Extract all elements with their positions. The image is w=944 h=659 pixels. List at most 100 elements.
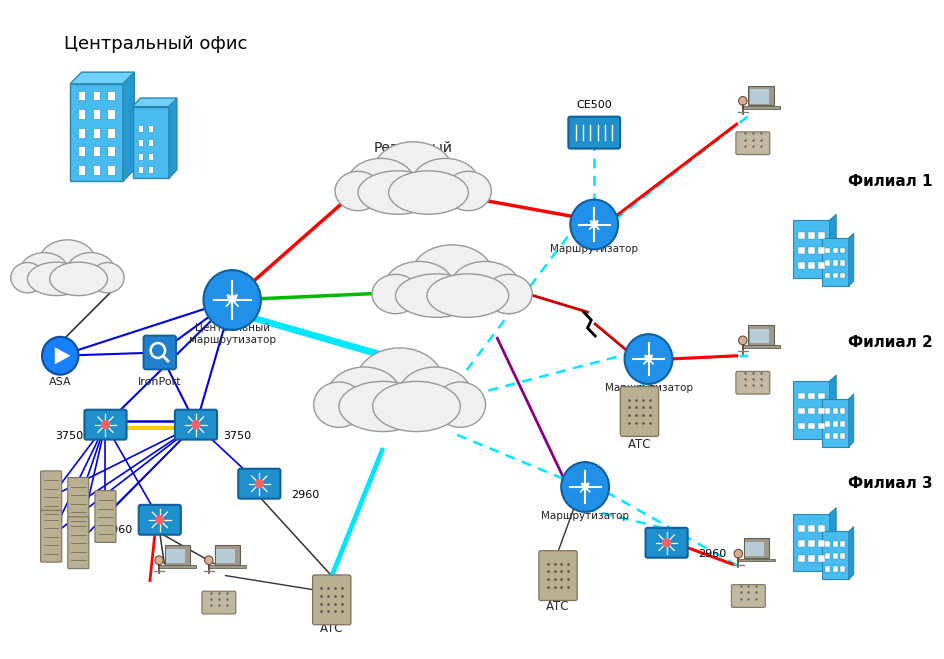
Ellipse shape (484, 274, 531, 314)
FancyBboxPatch shape (749, 329, 767, 343)
FancyBboxPatch shape (41, 510, 61, 562)
Ellipse shape (321, 389, 477, 428)
FancyBboxPatch shape (93, 109, 100, 119)
FancyBboxPatch shape (731, 585, 765, 608)
FancyBboxPatch shape (797, 393, 803, 399)
Text: DMZ: DMZ (53, 264, 82, 277)
Text: Маршрутизатор: Маршрутизатор (541, 511, 629, 521)
Ellipse shape (342, 178, 483, 212)
FancyBboxPatch shape (792, 381, 829, 439)
FancyBboxPatch shape (138, 166, 143, 173)
FancyBboxPatch shape (824, 421, 830, 426)
Circle shape (42, 337, 78, 375)
FancyBboxPatch shape (108, 146, 115, 156)
Circle shape (624, 334, 672, 384)
FancyBboxPatch shape (821, 399, 848, 447)
FancyBboxPatch shape (824, 566, 830, 571)
Circle shape (738, 336, 747, 345)
FancyBboxPatch shape (70, 84, 123, 181)
FancyBboxPatch shape (839, 273, 844, 278)
FancyBboxPatch shape (824, 554, 830, 559)
FancyBboxPatch shape (148, 139, 153, 146)
Text: 3750: 3750 (223, 431, 251, 441)
FancyBboxPatch shape (797, 262, 803, 269)
FancyBboxPatch shape (741, 345, 779, 348)
Ellipse shape (347, 158, 414, 208)
FancyBboxPatch shape (832, 248, 837, 254)
FancyBboxPatch shape (93, 91, 100, 100)
FancyBboxPatch shape (158, 565, 195, 568)
FancyBboxPatch shape (832, 554, 837, 559)
Text: 2960: 2960 (104, 525, 132, 535)
FancyBboxPatch shape (166, 549, 185, 563)
Circle shape (156, 516, 163, 524)
Ellipse shape (450, 262, 519, 311)
FancyBboxPatch shape (138, 152, 143, 159)
FancyBboxPatch shape (824, 260, 830, 266)
Ellipse shape (411, 245, 493, 305)
FancyBboxPatch shape (797, 540, 803, 547)
Ellipse shape (397, 367, 472, 424)
Polygon shape (848, 527, 852, 579)
FancyBboxPatch shape (748, 325, 773, 345)
FancyBboxPatch shape (645, 528, 687, 558)
Circle shape (561, 462, 609, 512)
FancyBboxPatch shape (839, 248, 844, 254)
FancyBboxPatch shape (824, 409, 830, 414)
FancyBboxPatch shape (208, 565, 245, 568)
Circle shape (569, 200, 617, 249)
Ellipse shape (313, 382, 363, 428)
FancyBboxPatch shape (839, 409, 844, 414)
FancyBboxPatch shape (807, 262, 814, 269)
Polygon shape (169, 98, 177, 179)
FancyBboxPatch shape (736, 559, 774, 561)
FancyBboxPatch shape (108, 128, 115, 138)
Polygon shape (848, 394, 852, 447)
Ellipse shape (412, 158, 479, 208)
FancyBboxPatch shape (749, 89, 767, 103)
FancyBboxPatch shape (735, 132, 769, 155)
FancyBboxPatch shape (839, 433, 844, 439)
Polygon shape (132, 98, 177, 107)
Ellipse shape (39, 240, 96, 286)
FancyBboxPatch shape (108, 109, 115, 119)
FancyBboxPatch shape (745, 542, 764, 556)
Text: АТС: АТС (627, 438, 650, 451)
Polygon shape (70, 72, 134, 84)
Polygon shape (55, 348, 70, 364)
FancyBboxPatch shape (832, 541, 837, 547)
FancyBboxPatch shape (832, 409, 837, 414)
Ellipse shape (327, 367, 401, 424)
FancyBboxPatch shape (839, 260, 844, 266)
Ellipse shape (91, 262, 124, 293)
Ellipse shape (50, 262, 108, 296)
FancyBboxPatch shape (735, 372, 769, 394)
Polygon shape (829, 507, 835, 571)
FancyBboxPatch shape (839, 541, 844, 547)
FancyBboxPatch shape (818, 262, 824, 269)
Ellipse shape (372, 274, 419, 314)
FancyBboxPatch shape (807, 525, 814, 532)
Text: Центральный
маршрутизатор: Центральный маршрутизатор (189, 323, 276, 345)
FancyBboxPatch shape (78, 128, 85, 138)
FancyBboxPatch shape (818, 232, 824, 239)
FancyBboxPatch shape (312, 575, 350, 625)
FancyBboxPatch shape (839, 421, 844, 426)
FancyBboxPatch shape (175, 410, 217, 440)
Circle shape (738, 96, 747, 105)
FancyBboxPatch shape (214, 545, 240, 565)
Text: Филиал 3: Филиал 3 (847, 476, 932, 491)
Text: ASA: ASA (49, 378, 72, 387)
FancyBboxPatch shape (832, 566, 837, 571)
FancyBboxPatch shape (78, 91, 85, 100)
FancyBboxPatch shape (797, 407, 803, 415)
FancyBboxPatch shape (164, 545, 190, 565)
Ellipse shape (396, 274, 477, 318)
FancyBboxPatch shape (797, 555, 803, 562)
FancyBboxPatch shape (821, 238, 848, 286)
FancyBboxPatch shape (792, 220, 829, 278)
FancyBboxPatch shape (818, 393, 824, 399)
Text: Резервный
провайдер: Резервный провайдер (373, 140, 452, 171)
Ellipse shape (384, 262, 453, 311)
FancyBboxPatch shape (148, 125, 153, 132)
